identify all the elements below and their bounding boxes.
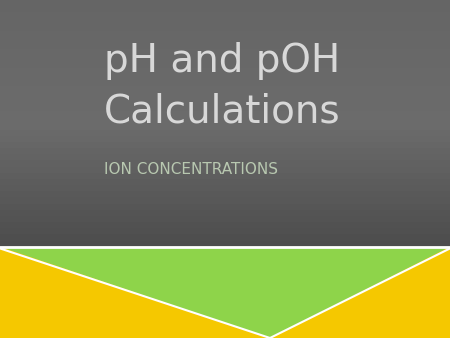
Bar: [0, 191, 450, 197]
Bar: [0, 203, 450, 210]
Bar: [0, 136, 450, 142]
Text: pH and pOH: pH and pOH: [104, 42, 340, 80]
Bar: [0, 241, 450, 247]
Bar: [0, 43, 450, 49]
Bar: [0, 235, 450, 241]
Bar: [0, 0, 450, 6]
Text: ION CONCENTRATIONS: ION CONCENTRATIONS: [104, 162, 278, 176]
Bar: [0, 12, 450, 19]
Bar: [0, 55, 450, 62]
Bar: [0, 111, 450, 117]
Bar: [0, 216, 450, 222]
Bar: [0, 6, 450, 12]
Bar: [0, 197, 450, 203]
Bar: [0, 167, 450, 173]
Bar: [0, 173, 450, 179]
Bar: [0, 37, 450, 43]
Bar: [0, 74, 450, 80]
Bar: [0, 142, 450, 148]
Bar: [0, 154, 450, 161]
Bar: [0, 185, 450, 191]
Bar: [0, 62, 450, 68]
Bar: [0, 123, 450, 129]
Bar: [0, 148, 450, 154]
Polygon shape: [0, 247, 450, 338]
Bar: [0, 31, 450, 37]
Bar: [0, 129, 450, 136]
Bar: [0, 222, 450, 228]
Bar: [0, 228, 450, 235]
Bar: [0, 105, 450, 111]
Bar: [0, 99, 450, 105]
Bar: [0, 86, 450, 93]
Bar: [0, 68, 450, 74]
Bar: [0, 117, 450, 123]
Bar: [0, 25, 450, 31]
Bar: [0, 247, 450, 338]
Bar: [0, 93, 450, 99]
Bar: [0, 80, 450, 86]
Bar: [0, 161, 450, 167]
Bar: [0, 49, 450, 55]
Bar: [0, 19, 450, 25]
Bar: [0, 179, 450, 185]
Text: Calculations: Calculations: [104, 93, 340, 130]
Bar: [0, 210, 450, 216]
